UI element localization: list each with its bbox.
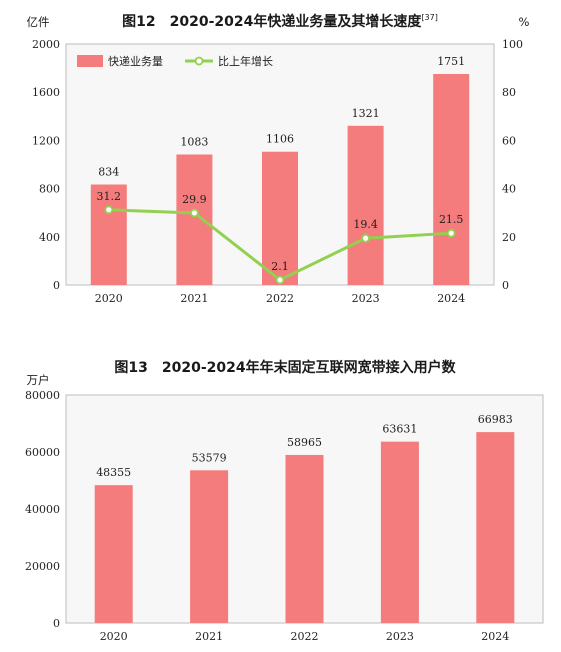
chart2-x-tick-label: 2020 xyxy=(100,630,128,643)
chart2-x-tick-label: 2023 xyxy=(386,630,414,643)
chart1-right-unit: % xyxy=(519,15,530,29)
chart1-bar-value-label: 1321 xyxy=(352,107,380,120)
chart1-bar xyxy=(433,74,470,285)
chart2-bar xyxy=(285,454,324,623)
chart1-y-tick-label: 1600 xyxy=(32,86,60,99)
chart1-y2-tick-label: 100 xyxy=(502,38,523,51)
chart2-left-unit: 万户 xyxy=(27,373,50,387)
chart1-y2-tick-label: 0 xyxy=(502,279,509,292)
chart1-left-unit: 亿件 xyxy=(27,15,50,29)
chart1-bars: 834 1083 1106 1321 1751 xyxy=(90,55,470,285)
chart2-bar xyxy=(94,485,133,623)
chart1-x-tick-label: 2020 xyxy=(95,292,123,305)
chart1-bar xyxy=(262,151,298,285)
chart1-bar-value-label: 1106 xyxy=(266,133,294,146)
chart2-bar-value-label: 66983 xyxy=(478,413,513,426)
chart1-bar xyxy=(347,125,384,285)
chart2-y-tick-label: 20000 xyxy=(25,560,60,573)
chart1-x-tick-label: 2021 xyxy=(180,292,208,305)
chart1-y-tick-label: 1200 xyxy=(32,134,60,147)
chart1-bar xyxy=(176,154,213,285)
legend-label-line: 比上年增长 xyxy=(218,54,273,68)
chart2-bar-value-label: 48355 xyxy=(96,466,131,479)
chart2-title: 图13 2020-2024年年末固定互联网宽带接入用户数 xyxy=(114,359,456,376)
chart1-bar xyxy=(90,184,127,285)
chart1-growth-point xyxy=(189,208,199,218)
chart2-bar-value-label: 63631 xyxy=(382,423,417,436)
chart2-bar-value-label: 58965 xyxy=(287,436,322,449)
chart1-growth-point xyxy=(446,228,456,238)
chart2-y-tick-label: 80000 xyxy=(25,389,60,402)
chart1-right-axis: 0 20 40 60 80 100 xyxy=(502,38,523,292)
chart1-y2-tick-label: 40 xyxy=(502,183,516,196)
chart1-growth-value-label: 2.1 xyxy=(271,260,289,273)
chart2-y-tick-label: 0 xyxy=(53,617,60,630)
chart1-y2-tick-label: 20 xyxy=(502,231,516,244)
chart1-growth-value-label: 19.4 xyxy=(353,218,378,231)
chart1-growth-value-label: 31.2 xyxy=(97,190,122,203)
chart2-x-tick-label: 2021 xyxy=(195,630,223,643)
chart1-y-tick-label: 400 xyxy=(39,231,60,244)
chart1-left-axis: 0 400 800 1200 1600 2000 xyxy=(32,38,60,292)
chart1-y-tick-label: 800 xyxy=(39,183,60,196)
legend-swatch-marker xyxy=(194,56,204,66)
chart1-growth-point xyxy=(275,275,285,285)
chart-express-delivery: 图12 2020-2024年快递业务量及其增长速度[37] 亿件 % 04008… xyxy=(27,13,530,305)
chart1-growth-value-label: 29.9 xyxy=(182,193,207,206)
chart1-bar-value-label: 834 xyxy=(98,166,119,179)
chart2-left-axis: 0 20000 40000 60000 80000 xyxy=(25,389,60,630)
chart1-bar-value-label: 1751 xyxy=(437,55,465,68)
chart2-x-tick-label: 2024 xyxy=(481,630,509,643)
chart1-growth-line: 31.2 29.9 2.1 19.4 21.5 xyxy=(97,190,464,285)
chart1-y-tick-label: 2000 xyxy=(32,38,60,51)
chart1-growth-value-label: 21.5 xyxy=(439,213,464,226)
chart2-x-tick-label: 2022 xyxy=(291,630,319,643)
chart1-growth-point xyxy=(104,205,114,215)
chart2-bar xyxy=(190,470,229,623)
chart1-x-tick-label: 2024 xyxy=(437,292,465,305)
legend-swatch-bar xyxy=(77,55,103,67)
chart2-bar-value-label: 53579 xyxy=(192,451,227,464)
chart1-y2-tick-label: 80 xyxy=(502,86,516,99)
chart2-bar xyxy=(476,432,515,623)
chart1-x-axis: 2020 2021 2022 2023 2024 xyxy=(95,292,465,305)
chart2-x-axis: 2020 2021 2022 2023 2024 xyxy=(100,630,510,643)
chart-broadband-users: 图13 2020-2024年年末固定互联网宽带接入用户数 万户 0 20000 40… xyxy=(25,359,544,643)
legend-label-bar: 快递业务量 xyxy=(108,54,163,68)
chart1-legend: 快递业务量 比上年增长 xyxy=(77,54,273,68)
chart1-title: 图12 2020-2024年快递业务量及其增长速度[37] xyxy=(122,13,438,30)
chart2-y-tick-label: 60000 xyxy=(25,446,60,459)
chart1-bar-value-label: 1083 xyxy=(180,135,208,148)
chart2-bars: 48355 53579 58965 63631 66983 xyxy=(94,413,515,623)
chart1-growth-point xyxy=(361,233,371,243)
chart2-y-tick-label: 40000 xyxy=(25,503,60,516)
chart1-y2-tick-label: 60 xyxy=(502,134,516,147)
chart2-bar xyxy=(380,441,419,623)
chart1-x-tick-label: 2022 xyxy=(266,292,294,305)
chart1-y-tick-label: 0 xyxy=(53,279,60,292)
chart1-x-tick-label: 2023 xyxy=(352,292,380,305)
